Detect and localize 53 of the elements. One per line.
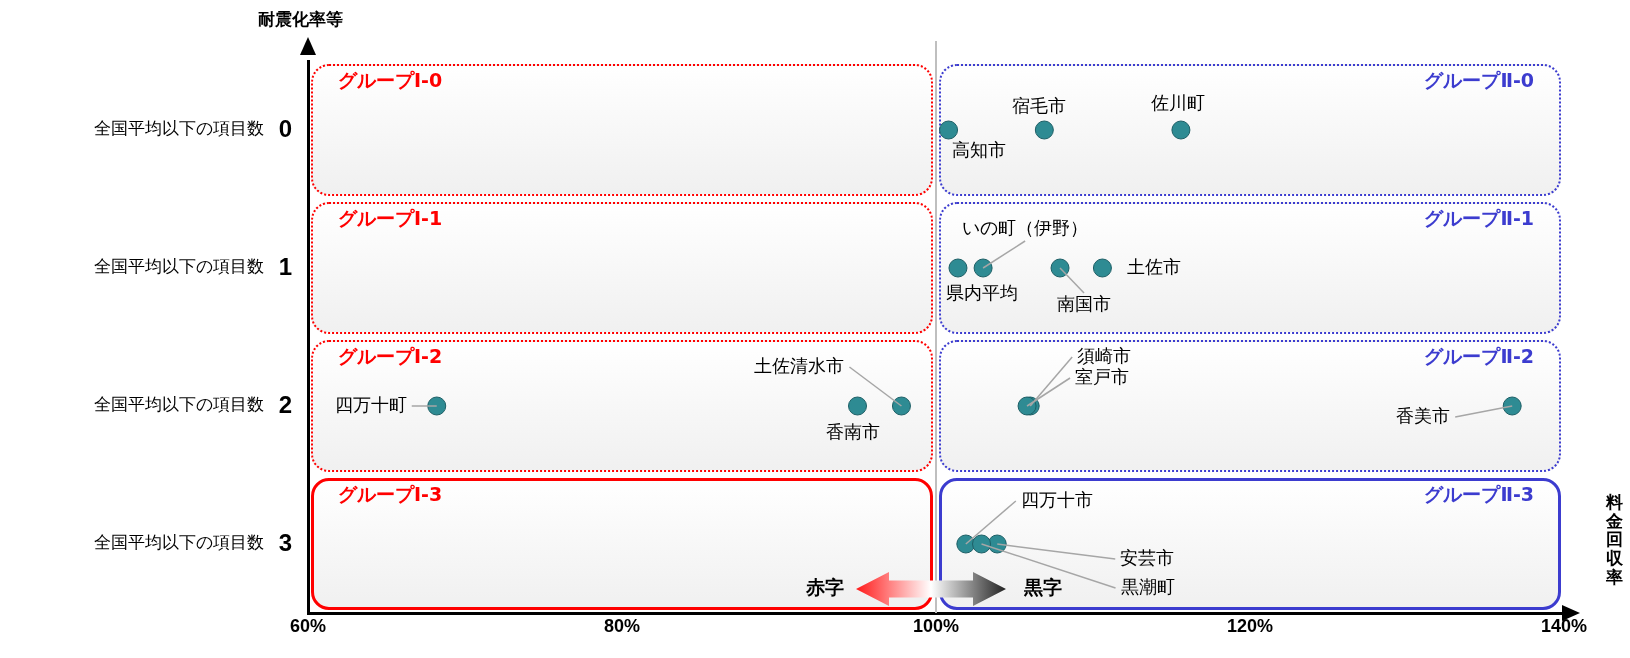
y-tick-label: 2 (278, 390, 292, 418)
y-tick-label: 0 (278, 114, 292, 142)
point (1502, 396, 1522, 416)
annotation: グループⅡ-1 (1424, 206, 1534, 229)
point (1171, 120, 1191, 140)
annotation: 南国市 (1057, 292, 1112, 314)
annotation: グループⅡ-3 (1424, 482, 1534, 505)
annotation: 香南市 (825, 420, 880, 442)
x-tick-label: 120% (1226, 615, 1274, 636)
annotation: 宿毛市 (1012, 94, 1067, 116)
point (948, 258, 968, 278)
x-tick-label: 80% (603, 615, 641, 636)
annotation: 高知市 (951, 138, 1006, 160)
y-axis-title: 耐震化率等 (258, 8, 343, 31)
annotation: いの町（伊野） (962, 216, 1089, 238)
annotation: 黒字 (1023, 575, 1062, 598)
point (1050, 258, 1070, 278)
point (891, 396, 911, 416)
x-axis-title: 料金回収率 (1606, 492, 1624, 587)
x-tick-label: 60% (289, 615, 327, 636)
annotation: 土佐清水市 (754, 354, 845, 376)
annotation: 四万十市 (1020, 488, 1093, 510)
annotation: 四万十町 (334, 393, 407, 415)
text: 全国平均以下の項目数 (94, 532, 264, 553)
y-tick-label: 3 (278, 528, 292, 556)
annotation: グループⅠ-2 (338, 344, 443, 367)
text: 全国平均以下の項目数 (94, 394, 264, 415)
annotation: グループⅡ-2 (1424, 344, 1534, 367)
text: 全国平均以下の項目数 (94, 118, 264, 139)
annotation: 室戸市 (1075, 365, 1130, 387)
annotation: 赤字 (805, 575, 844, 598)
annotation: グループⅠ-1 (338, 206, 443, 229)
annotation: 佐川町 (1150, 91, 1205, 113)
x-tick-label: 100% (912, 615, 960, 636)
point (939, 120, 959, 140)
annotation: グループⅡ-0 (1424, 68, 1534, 91)
annotation: 香美市 (1396, 404, 1451, 426)
text: 全国平均以下の項目数 (94, 256, 264, 277)
annotation: 黒潮町 (1120, 575, 1175, 597)
annotation: 県内平均 (945, 281, 1018, 303)
point (1034, 120, 1054, 140)
point (427, 396, 447, 416)
y-tick-label: 1 (278, 252, 292, 280)
point (848, 396, 867, 416)
annotation: グループⅠ-0 (338, 68, 443, 91)
x-tick-label: 140% (1540, 615, 1588, 636)
point (972, 534, 992, 554)
point (973, 258, 993, 278)
annotation: 土佐市 (1127, 255, 1182, 277)
annotation: グループⅠ-3 (338, 482, 443, 505)
point (1092, 258, 1112, 278)
annotation: 須崎市 (1077, 344, 1132, 366)
annotation: 安芸市 (1120, 546, 1175, 568)
